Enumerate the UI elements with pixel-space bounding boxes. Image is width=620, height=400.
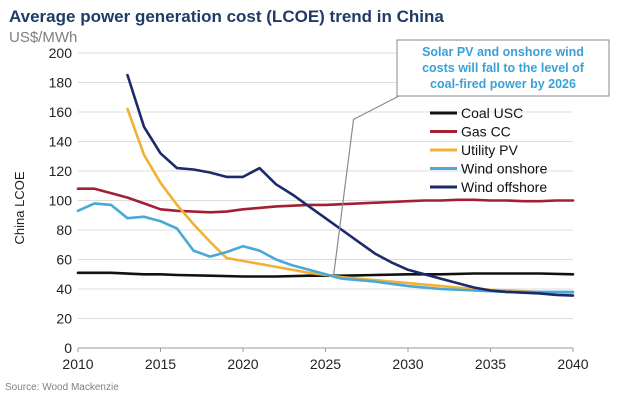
x-tick-label: 2020 (227, 356, 258, 372)
legend-label: Coal USC (461, 105, 523, 121)
y-tick-label: 100 (49, 193, 73, 209)
x-tick-label: 2035 (475, 356, 506, 372)
x-tick-label: 2040 (557, 356, 588, 372)
y-tick-label: 180 (49, 75, 73, 91)
source-note: Source: Wood Mackenzie (5, 382, 119, 393)
annotation-leader-line (333, 95, 400, 275)
x-tick-label: 2010 (62, 356, 93, 372)
x-tick-label: 2025 (310, 356, 341, 372)
y-axis-label: China LCOE (12, 171, 27, 244)
series-line-wind-offshore (126, 73, 575, 297)
y-tick-label: 160 (49, 104, 73, 120)
series-line-wind-onshore (76, 202, 575, 294)
annotation-box (396, 39, 610, 97)
series-line-gas-cc (76, 187, 575, 214)
annotation-text-line: Solar PV and onshore wind (422, 45, 584, 59)
legend: Coal USC Gas CC Utility PV Wind onshore Wind… (430, 105, 548, 195)
chart-title: Average power generation cost (LCOE) tre… (9, 7, 444, 26)
annotation: Solar PV and onshore wind costs will fall… (333, 39, 610, 275)
y-tick-label: 80 (56, 222, 72, 238)
legend-label: Utility PV (461, 142, 518, 158)
y-tick-label: 40 (56, 281, 72, 297)
y-tick-label: 140 (49, 134, 73, 150)
series-line-coal-usc (76, 271, 575, 278)
unit-label: US$/MWh (9, 29, 77, 46)
x-tick-label: 2015 (145, 356, 176, 372)
series-line-utility-pv (126, 107, 575, 294)
legend-label: Wind onshore (461, 161, 548, 177)
annotation-text-line: coal-fired power by 2026 (430, 77, 576, 91)
legend-label: Gas CC (461, 124, 511, 140)
x-tick-label: 2030 (392, 356, 423, 372)
y-tick-label: 120 (49, 163, 73, 179)
annotation-text-line: costs will fall to the level of (422, 61, 585, 75)
y-tick-label: 200 (49, 45, 73, 61)
series-lines (76, 73, 575, 297)
y-tick-label: 20 (56, 311, 72, 327)
legend-label: Wind offshore (461, 179, 547, 195)
y-tick-label: 60 (56, 252, 72, 268)
y-tick-label: 0 (64, 340, 72, 356)
